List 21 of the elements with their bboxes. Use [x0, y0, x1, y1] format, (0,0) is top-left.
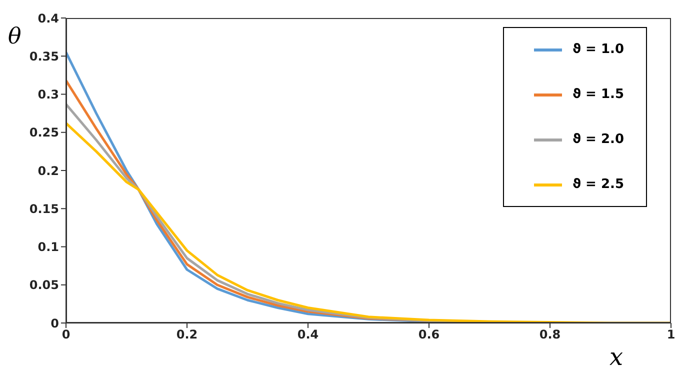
legend-label: ϑ = 2.0 [572, 132, 624, 147]
y-tick-label: 0.4 [38, 11, 59, 26]
y-tick-label: 0.3 [38, 88, 59, 102]
y-tick-label: 0.35 [29, 49, 59, 64]
y-tick-label: 0.15 [29, 202, 59, 216]
x-tick-label: 0 [62, 328, 70, 342]
y-axis-title: θ [8, 24, 22, 50]
x-tick-label: 0.2 [176, 328, 198, 342]
y-tick-label: 0.2 [38, 164, 59, 178]
legend-label: ϑ = 1.0 [572, 42, 624, 57]
legend-label: ϑ = 1.5 [572, 87, 624, 102]
legend-label: ϑ = 2.5 [572, 177, 624, 192]
x-tick-label: 1 [666, 328, 676, 342]
x-tick-label: 0.4 [297, 328, 319, 342]
x-tick-label: 0.6 [418, 328, 440, 342]
y-tick-label: 0.1 [38, 240, 59, 254]
y-tick-label: 0 [50, 316, 59, 330]
x-tick-label: 0.8 [539, 328, 561, 342]
y-tick-label: 0.05 [29, 278, 59, 292]
y-tick-label: 0.25 [29, 126, 59, 140]
x-axis-title: x [609, 343, 624, 371]
